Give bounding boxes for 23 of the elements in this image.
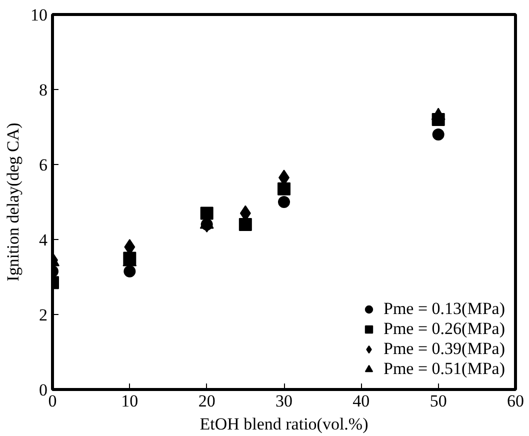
y-tick-label: 8 (39, 80, 48, 100)
point (200, 206, 214, 220)
y-tick-label: 6 (39, 156, 48, 174)
x-tick-label: 60 (507, 392, 524, 410)
point (124, 265, 136, 278)
legend-label: Pme = 0.13(MPa) (384, 299, 505, 319)
y-tick-label: 10 (30, 6, 48, 24)
x-tick-label: 40 (352, 392, 370, 410)
x-axis-title: EtOH blend ratio(vol.%) (200, 414, 368, 434)
legend-label: Pme = 0.51(MPa) (384, 359, 505, 379)
x-tick-label: 10 (121, 392, 138, 410)
y-tick-label: 4 (39, 230, 48, 250)
legend-label: Pme = 0.26(MPa) (384, 319, 505, 339)
x-tick-label: 50 (430, 392, 447, 410)
x-tick-label: 30 (276, 392, 292, 410)
legend-label: Pme = 0.39(MPa) (384, 339, 505, 359)
x-tick-label: 20 (198, 392, 216, 410)
point (432, 128, 444, 140)
point (278, 196, 290, 208)
y-tick-label: 2 (39, 306, 48, 324)
point (238, 218, 252, 231)
point (278, 182, 290, 196)
y-axis-title: Ignition delay(deg CA) (4, 122, 22, 282)
